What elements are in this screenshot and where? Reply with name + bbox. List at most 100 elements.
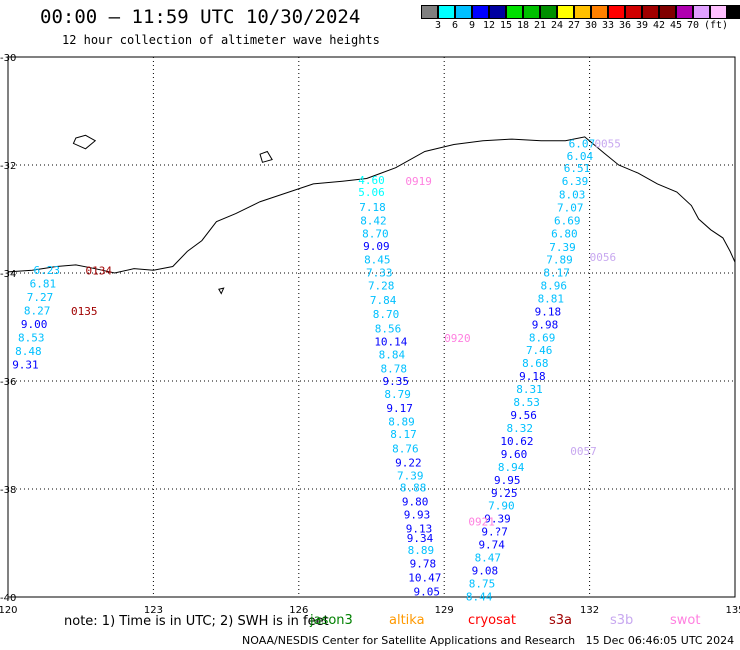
color-swatch xyxy=(523,5,540,19)
pass-time-label: 0921 xyxy=(468,515,495,528)
island-outline xyxy=(72,134,97,150)
wave-height-label: 8.48 xyxy=(15,345,42,358)
wave-height-label: 7.27 xyxy=(27,291,54,304)
lat-tick-label: -36 xyxy=(0,377,16,388)
color-scale-label: 21 xyxy=(533,20,547,31)
map-border xyxy=(7,56,736,598)
wave-height-label: 6.23 xyxy=(34,264,61,277)
color-swatch xyxy=(506,5,523,19)
pass-time-label: 0920 xyxy=(444,332,471,345)
legend-item-jason3: jason3 xyxy=(310,613,353,628)
wave-height-label: 9.?7 xyxy=(481,526,508,539)
wave-height-label: 10.62 xyxy=(500,435,533,448)
wave-height-label: 8.88 xyxy=(400,481,427,494)
map-grid xyxy=(8,57,735,597)
wave-height-label: 8.69 xyxy=(529,331,556,344)
wave-height-label: 10.14 xyxy=(374,336,407,349)
lat-tick-label: -32 xyxy=(0,161,16,172)
wave-height-label: 7.90 xyxy=(488,500,515,513)
pass-time-label: 0056 xyxy=(590,251,617,264)
wave-height-label: 8.78 xyxy=(381,363,408,376)
color-scale-label: 70 xyxy=(686,20,700,31)
wave-height-label: 9.34 xyxy=(407,532,434,545)
wave-height-label: 6.69 xyxy=(554,215,581,228)
wave-height-label: 8.27 xyxy=(24,304,51,317)
wave-height-label: 9.08 xyxy=(472,565,499,578)
wave-height-label: 8.70 xyxy=(362,228,389,241)
color-swatch xyxy=(591,5,608,19)
color-swatch xyxy=(625,5,642,19)
wave-height-label: 9.22 xyxy=(395,457,422,470)
wave-height-label: 9.60 xyxy=(501,448,528,461)
color-scale-label: 12 xyxy=(482,20,496,31)
wave-height-label: 6.51 xyxy=(564,162,591,175)
map-title: 00:00 – 11:59 UTC 10/30/2024 xyxy=(40,6,361,28)
wave-height-label: 6.39 xyxy=(562,175,589,188)
lon-tick-label: 126 xyxy=(289,605,308,616)
color-scale-label: 33 xyxy=(601,20,615,31)
legend-item-s3a: s3a xyxy=(549,613,573,628)
wave-height-label: 6.04 xyxy=(567,150,594,163)
color-scale-label: 24 xyxy=(550,20,564,31)
color-swatch xyxy=(421,5,438,19)
wave-height-label: 9.25 xyxy=(491,487,518,500)
altimeter-tracks: 4.605.067.188.428.709.098.457.337.287.84… xyxy=(12,137,595,603)
color-swatch xyxy=(438,5,455,19)
wave-height-label: 8.31 xyxy=(516,383,543,396)
wave-height-label: 8.17 xyxy=(543,266,570,279)
lat-tick-label: -38 xyxy=(0,485,16,496)
color-swatch xyxy=(710,5,727,19)
legend-item-s3b: s3b xyxy=(610,613,634,628)
wave-height-label: 7.28 xyxy=(368,279,395,292)
track-s3b-0055-0057: 6.076.046.516.398.037.076.696.807.397.89… xyxy=(466,137,595,603)
color-swatch xyxy=(676,5,693,19)
wave-height-label: 9.31 xyxy=(12,358,39,371)
color-scale-label: 30 xyxy=(584,20,598,31)
color-swatch xyxy=(642,5,659,19)
wave-height-label: 8.75 xyxy=(469,578,496,591)
wave-height-label: 10.47 xyxy=(408,572,441,585)
wave-height-label: 8.45 xyxy=(364,254,391,267)
footer-credit: NOAA/NESDIS Center for Satellite Applica… xyxy=(242,634,735,647)
pass-time-label: 0057 xyxy=(570,445,597,458)
legend-item-swot: swot xyxy=(670,613,701,628)
wave-height-label: 9.98 xyxy=(532,318,559,331)
color-swatch xyxy=(455,5,472,19)
wave-height-label: 8.89 xyxy=(388,416,415,429)
wave-height-label: 8.47 xyxy=(475,552,502,565)
wave-height-label: 9.74 xyxy=(478,539,505,552)
wave-height-label: 7.46 xyxy=(526,344,553,357)
wave-height-label: 9.95 xyxy=(494,474,521,487)
wave-height-label: 9.35 xyxy=(382,375,409,388)
wave-height-label: 8.84 xyxy=(379,349,406,362)
wave-height-label: 8.68 xyxy=(522,357,549,370)
wave-height-label: 6.80 xyxy=(551,228,578,241)
wave-height-label: 8.32 xyxy=(507,422,534,435)
wave-height-label: 8.56 xyxy=(375,323,402,336)
island-outline xyxy=(259,150,273,163)
pass-time-label: 0055 xyxy=(594,137,621,150)
color-swatch xyxy=(693,5,710,19)
wave-height-label: 9.09 xyxy=(363,240,390,253)
island-outline xyxy=(218,287,225,295)
track-swot-0919-0921: 4.605.067.188.428.709.098.457.337.287.84… xyxy=(358,174,441,598)
map-frame xyxy=(7,56,736,598)
color-swatch xyxy=(489,5,506,19)
wave-height-label: 7.33 xyxy=(366,266,393,279)
color-scale-label: 36 xyxy=(618,20,632,31)
wave-height-label: 7.89 xyxy=(546,254,573,267)
wave-height-label: 8.03 xyxy=(559,189,586,202)
lon-tick-label: 132 xyxy=(580,605,599,616)
wave-height-label: 7.07 xyxy=(557,202,584,215)
color-scale-label: 6 xyxy=(451,20,459,31)
wave-height-label: 8.94 xyxy=(498,461,525,474)
legend-item-cryosat: cryosat xyxy=(468,613,516,628)
lon-tick-label: 129 xyxy=(435,605,454,616)
color-swatch xyxy=(472,5,489,19)
color-scale-label: 18 xyxy=(516,20,530,31)
pass-time-label: 0919 xyxy=(405,175,432,188)
wave-height-label: 8.17 xyxy=(390,428,417,441)
wave-height-label: 8.70 xyxy=(373,308,400,321)
wave-height-label: 9.00 xyxy=(21,318,48,331)
color-swatch xyxy=(574,5,591,19)
